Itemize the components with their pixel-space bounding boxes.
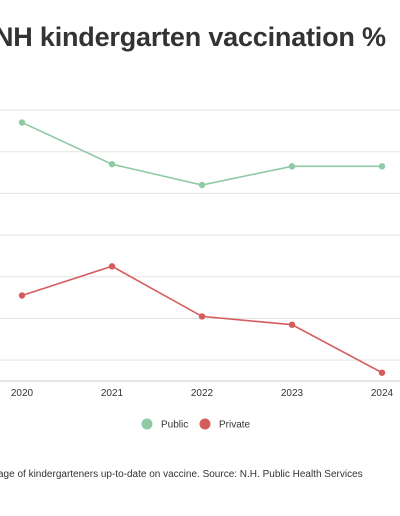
point-private-2024[interactable] [378,369,386,376]
grid-lines [0,109,400,382]
x-tick-label-2023: 2023 [281,388,304,399]
point-private-2021[interactable] [108,263,116,270]
series-layer [18,119,386,376]
point-private-2023[interactable] [288,321,296,328]
x-tick-label-2024: 2024 [371,388,394,399]
legend-swatch-private[interactable] [199,418,211,430]
point-public-2023[interactable] [288,163,296,170]
series-line-public [21,121,382,186]
legend: Public Private [141,418,251,431]
x-tick-label-2021: 2021 [101,388,124,399]
chart-caption: age of kindergarteners up-to-date on vac… [0,469,363,480]
point-public-2020[interactable] [18,119,26,126]
point-public-2024[interactable] [378,163,386,170]
chart-title: NH kindergarten vaccination % [0,22,386,52]
point-public-2021[interactable] [108,161,116,168]
point-public-2022[interactable] [198,181,206,189]
x-tick-label-2022: 2022 [191,388,214,399]
x-axis-ticks: 2020 2021 2022 2023 2024 [11,388,394,399]
point-private-2022[interactable] [198,313,206,320]
legend-label-private[interactable]: Private [219,420,251,431]
x-tick-label-2020: 2020 [11,388,34,399]
legend-swatch-public[interactable] [141,418,153,430]
point-private-2020[interactable] [18,292,26,299]
legend-label-public[interactable]: Public [161,420,188,431]
